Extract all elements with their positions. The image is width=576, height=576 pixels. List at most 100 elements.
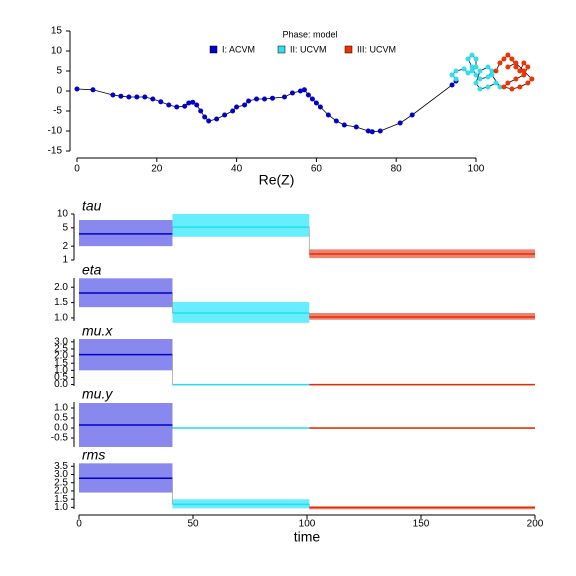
- y-tick-label: 1.5: [54, 358, 68, 369]
- point: [397, 120, 403, 126]
- point: [90, 87, 96, 93]
- point: [485, 84, 491, 90]
- y-tick-label: 5: [62, 222, 68, 233]
- x-tick-label: 80: [391, 164, 403, 175]
- point: [473, 72, 479, 78]
- legend-swatch: [344, 45, 353, 54]
- point: [166, 102, 172, 108]
- legend-label: II: UCVM: [290, 44, 327, 54]
- x-tick-label: 40: [231, 164, 243, 175]
- y-tick-label: 3.0: [54, 336, 68, 347]
- point: [369, 129, 375, 135]
- y-tick-label: 3.0: [54, 469, 68, 480]
- x-tick-label: 20: [151, 164, 163, 175]
- point: [489, 68, 495, 74]
- y-tick-label: 1: [62, 255, 68, 266]
- y-tick-label: 1.0: [54, 313, 68, 324]
- point: [513, 60, 519, 66]
- point: [365, 128, 371, 134]
- x-tick-label: 50: [187, 519, 199, 530]
- x-tick-label: 0: [74, 164, 80, 175]
- point: [449, 82, 455, 88]
- point: [485, 74, 491, 80]
- y-tick-label: 1.5: [54, 494, 68, 505]
- point: [317, 104, 323, 110]
- point: [174, 104, 180, 110]
- point: [465, 70, 471, 76]
- y-tick-label: 0: [56, 86, 62, 97]
- point: [118, 93, 124, 99]
- point: [353, 124, 359, 130]
- point: [517, 84, 523, 90]
- point: [525, 64, 531, 70]
- y-tick-label: 0.0: [54, 379, 68, 390]
- point: [198, 108, 204, 114]
- x-tick-label: 0: [76, 519, 82, 530]
- point: [521, 68, 527, 74]
- x-tick-label: 100: [299, 519, 316, 530]
- point: [505, 80, 511, 86]
- y-tick-label: 10: [57, 209, 69, 220]
- point: [186, 100, 192, 106]
- confidence-band: [172, 214, 310, 237]
- point: [461, 66, 467, 72]
- y-tick-label: -5: [53, 106, 62, 117]
- point: [529, 76, 535, 82]
- y-tick-label: 1.0: [54, 403, 68, 414]
- y-tick-label: 3.5: [54, 461, 68, 472]
- point: [453, 68, 459, 74]
- confidence-band: [79, 220, 173, 247]
- point: [493, 68, 499, 74]
- y-tick-label: -10: [48, 126, 63, 137]
- point: [230, 108, 236, 114]
- point: [521, 72, 527, 78]
- point: [333, 118, 339, 124]
- point: [473, 64, 479, 70]
- point: [134, 94, 140, 100]
- legend-label: III: UCVM: [357, 44, 396, 54]
- x-tick-label: 100: [468, 164, 485, 175]
- y-tick-label: 1.0: [54, 365, 68, 376]
- y-tick-label: 2.0: [54, 486, 68, 497]
- point: [305, 92, 311, 98]
- point: [497, 60, 503, 66]
- x-tick-label: 200: [527, 519, 544, 530]
- point: [497, 84, 503, 90]
- point: [202, 114, 208, 120]
- x-tick-label: 150: [413, 519, 430, 530]
- point: [469, 68, 475, 74]
- point: [142, 94, 148, 100]
- point: [126, 94, 132, 100]
- point: [309, 96, 315, 102]
- legend-title: Phase: model: [282, 29, 337, 39]
- y-tick-label: 0.5: [54, 413, 68, 424]
- y-tick-label: 2.0: [54, 282, 68, 293]
- point: [509, 56, 515, 62]
- point: [473, 56, 479, 62]
- point: [469, 52, 475, 58]
- point: [341, 122, 347, 128]
- point: [110, 92, 116, 98]
- point: [325, 112, 331, 118]
- point: [254, 96, 260, 102]
- panel-title: mu.y: [82, 386, 113, 402]
- point: [465, 56, 471, 62]
- point: [473, 80, 479, 86]
- point: [281, 94, 287, 100]
- point: [222, 112, 228, 118]
- point: [521, 60, 527, 66]
- y-tick-label: 10: [51, 46, 63, 57]
- point: [234, 104, 240, 110]
- y-tick-label: 5: [56, 66, 62, 77]
- point: [517, 68, 523, 74]
- point: [453, 76, 459, 82]
- y-tick-label: 0.0: [54, 423, 68, 434]
- point: [246, 98, 252, 104]
- legend-swatch: [277, 45, 286, 54]
- point: [477, 86, 483, 92]
- point: [469, 64, 475, 70]
- panel-title: mu.x: [82, 323, 113, 339]
- point: [158, 99, 164, 105]
- panel-title: tau: [82, 198, 102, 214]
